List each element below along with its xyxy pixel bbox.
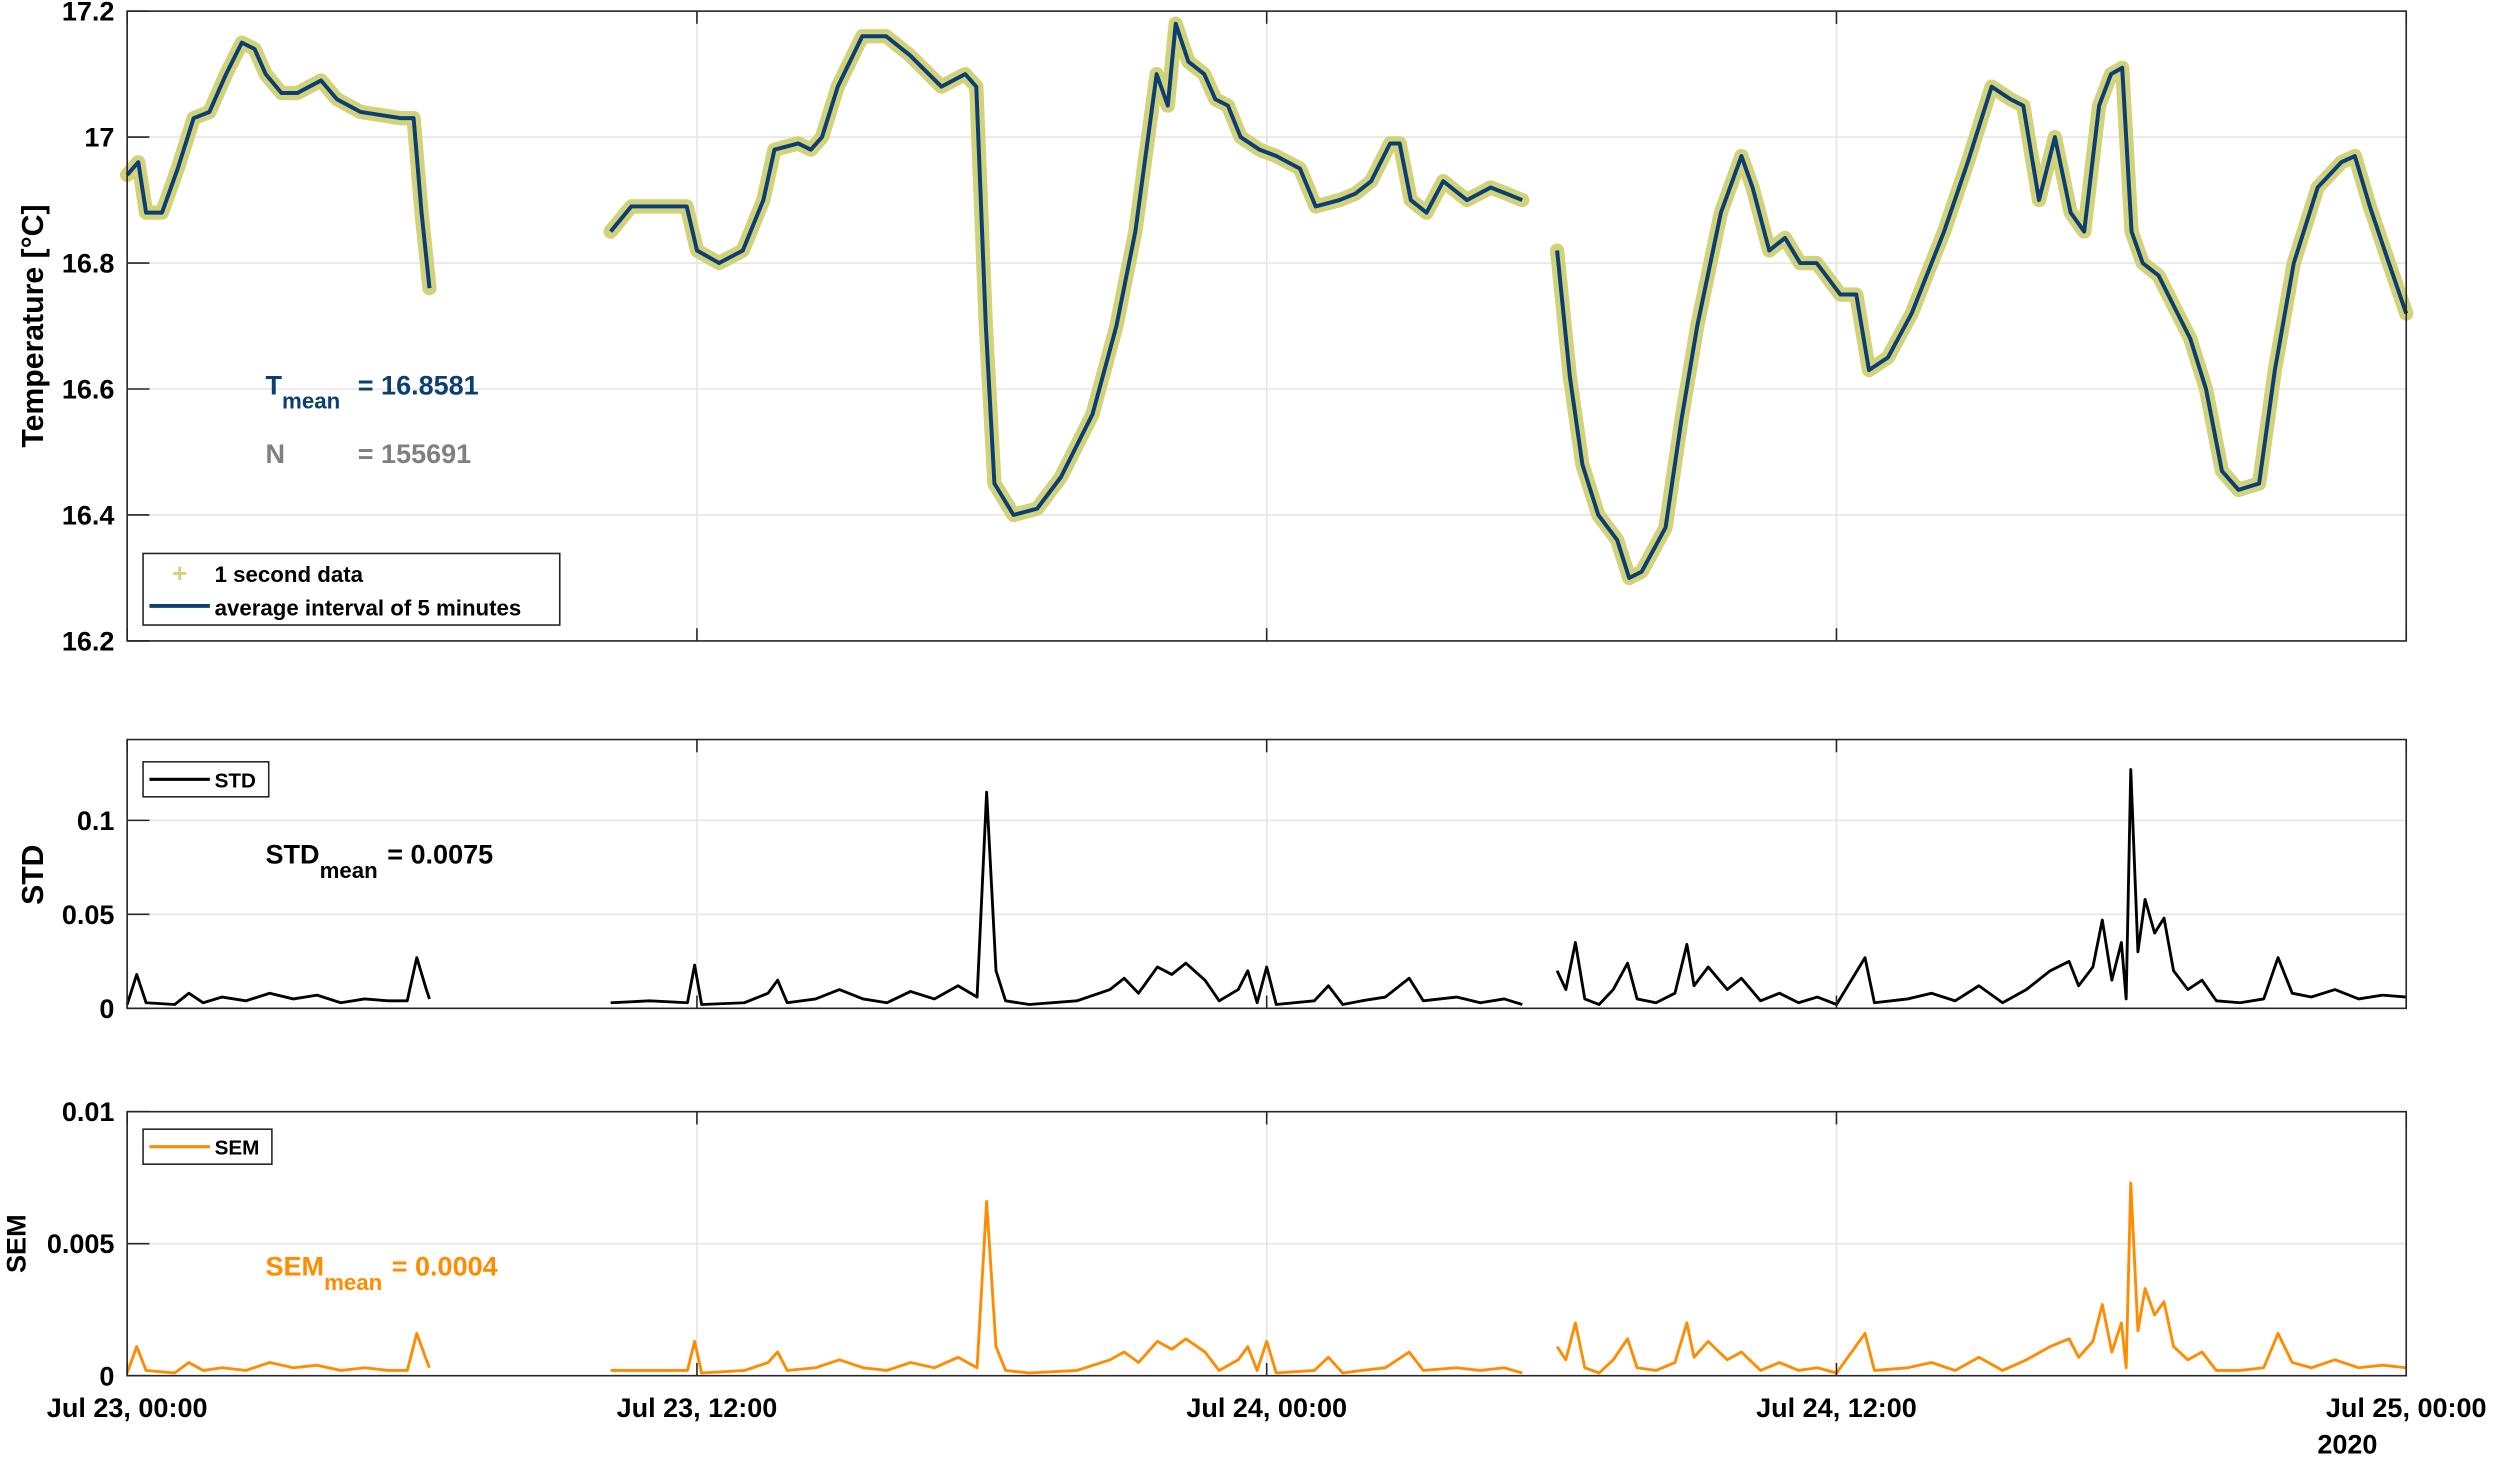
axes-box [126,738,2408,1010]
data-layer [120,16,2414,1375]
sem-legend[interactable]: SEM [142,1128,273,1165]
std-line [125,956,431,1006]
axes-layer: 16.2 16.4 16.6 16.8 17 17.2 0 0.05 0.1 0 0.005 0.01… [47,0,2487,1423]
n-annotation: N = 155691 [266,439,472,469]
y-tick-label: 16.6 [62,375,115,405]
y-tick-label: 16.8 [62,249,115,279]
legend-plus-marker-icon: + [172,560,187,588]
x-tick-label: Jul 23, 00:00 [47,1393,208,1423]
raw-1s-data-band [1549,60,2414,586]
y-tick-label: 0 [99,994,114,1024]
sem-mean-sub: mean [324,1270,382,1295]
x-tick-label: Jul 24, 00:00 [1186,1393,1347,1423]
y-tick-label: 16.2 [62,626,115,656]
std-mean-sub: mean [320,858,378,883]
x-tick-label: Jul 25, 00:00 [2326,1393,2487,1423]
y-tick-label: 0.05 [62,900,115,930]
x-tick-label: Jul 24, 12:00 [1756,1393,1917,1423]
avg-5min-line [125,40,432,289]
sem-line [1555,1181,2407,1375]
std-legend[interactable]: STD [142,761,270,798]
std-line [1555,768,2407,1006]
y-tick-label: 0.01 [62,1097,115,1127]
tmean-value: = 16.8581 [358,370,479,400]
legend-sem-label: SEM [215,1137,260,1160]
y-tick-label: 17.2 [62,0,115,27]
y-tick-label: 0 [99,1361,114,1391]
tmean-sub: mean [282,389,340,414]
sem-mean-label: SEM [266,1252,325,1282]
svg-text:SEMmean= 0.0004: SEMmean = 0.0004 [266,1252,498,1295]
axes-box [126,10,2408,642]
sem-axis-label: SEM [1,1214,31,1273]
legend-raw-label: 1 second data [215,562,364,587]
std-line [610,790,1523,1006]
svg-text:STDmean= 0.0075: STDmean = 0.0075 [266,840,494,883]
std-mean-label: STD [266,840,320,870]
std-axis-label: STD [17,845,50,905]
sem-line [610,1199,1523,1375]
sem-line [125,1331,431,1375]
temperature-legend[interactable]: + 1 second data average interval of 5 mi… [142,552,561,626]
y-tick-label: 16.4 [62,501,115,531]
avg-5min-line [1555,65,2409,580]
y-tick-label: 17 [84,123,114,153]
tmean-label: T [266,370,283,400]
x-tick-label: Jul 23, 12:00 [617,1393,778,1423]
y-tick-label: 0.005 [47,1229,115,1259]
n-value: = 155691 [358,439,471,469]
sem-mean-value: = 0.0004 [392,1252,498,1282]
std-mean-value: = 0.0075 [387,840,493,870]
std-mean-annotation: STDmean = 0.0075 [266,840,494,883]
svg-text:Tmean: Tmean [266,370,341,413]
axes-box [126,1110,2408,1377]
sem-mean-annotation: SEMmean = 0.0004 [266,1252,498,1295]
y-tick-label: 0.1 [77,806,115,836]
n-label: N [266,439,286,469]
tmean-annotation: Tmean = 16.8581 [266,370,479,413]
x-axis-year: 2020 [2317,1430,2377,1460]
legend-avg-label: average interval of 5 minutes [215,595,522,620]
legend-std-label: STD [215,769,256,792]
temperature-axis-label: Temperature [°C] [17,204,50,447]
raw-1s-data-band [603,16,1530,523]
raw-1s-data-band [120,35,437,296]
avg-5min-line [609,21,1524,517]
